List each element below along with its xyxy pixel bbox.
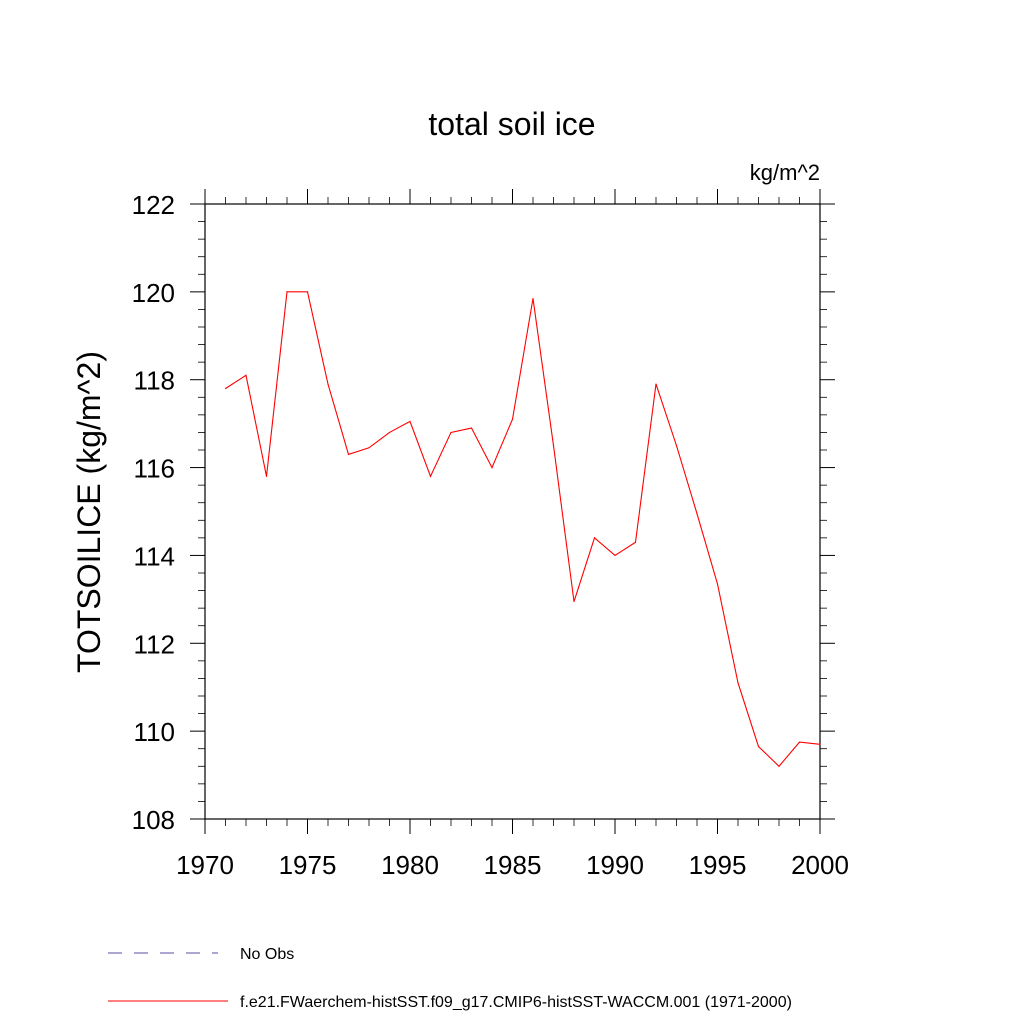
plot-frame: [204, 203, 821, 820]
data-point: [265, 475, 268, 477]
data-point: [819, 743, 821, 745]
data-point: [552, 445, 555, 447]
data-point: [306, 291, 309, 293]
y-tick-label: 108: [132, 805, 175, 835]
data-point: [327, 383, 329, 385]
legend-label-model-run: f.e21.FWaerchem-histSST.f09_g17.CMIP6-hi…: [240, 994, 792, 1011]
data-point: [757, 745, 760, 748]
data-point: [368, 447, 370, 449]
x-tick-label: 2000: [791, 850, 849, 880]
y-tick-label: 120: [132, 278, 175, 308]
data-point: [450, 431, 452, 434]
legend: No Obs f.e21.FWaerchem-histSST.f09_g17.C…: [108, 946, 792, 1011]
legend-label-no-obs: No Obs: [240, 946, 294, 963]
y-tick-labels: 108 110 112 114 116 118 120 122: [132, 190, 175, 835]
data-point: [511, 418, 514, 420]
y-tick-label: 116: [134, 454, 175, 484]
data-point: [634, 541, 637, 543]
data-point: [245, 374, 247, 376]
axis-ticks: [190, 189, 835, 834]
y-axis-label: TOTSOILICE (kg/m^2): [71, 351, 107, 673]
chart-title: total soil ice: [428, 106, 595, 142]
y-tick-label: 112: [134, 629, 175, 659]
x-tick-labels: 1970 1975 1980 1985 1990 1995 2000: [176, 850, 849, 880]
data-point: [532, 297, 534, 300]
data-point: [655, 383, 657, 385]
units-label: kg/m^2: [750, 160, 820, 185]
data-point: [388, 431, 391, 434]
data-point: [286, 291, 288, 293]
data-point: [491, 466, 493, 469]
data-point: [798, 741, 801, 743]
x-tick-label: 1990: [586, 850, 644, 880]
y-tick-label: 114: [134, 541, 175, 571]
data-point: [696, 513, 698, 515]
data-point: [675, 445, 678, 447]
x-tick-label: 1980: [381, 850, 439, 880]
y-tick-label: 118: [134, 366, 175, 396]
data-point: [429, 475, 432, 477]
series-lines: [224, 291, 821, 768]
data-point: [347, 453, 350, 455]
data-point: [614, 554, 616, 557]
data-point: [224, 387, 227, 390]
x-tick-label: 1995: [689, 850, 747, 880]
data-point: [716, 583, 719, 585]
y-tick-label: 110: [134, 717, 175, 747]
data-point: [737, 682, 739, 684]
data-point: [470, 427, 473, 429]
data-point: [593, 537, 596, 539]
data-point: [778, 765, 780, 767]
data-point: [409, 420, 411, 423]
x-tick-label: 1970: [176, 850, 234, 880]
y-tick-label: 122: [132, 190, 175, 220]
x-tick-label: 1985: [484, 850, 542, 880]
series-line-0: [225, 291, 821, 768]
data-point: [573, 600, 575, 603]
x-tick-label: 1975: [279, 850, 337, 880]
